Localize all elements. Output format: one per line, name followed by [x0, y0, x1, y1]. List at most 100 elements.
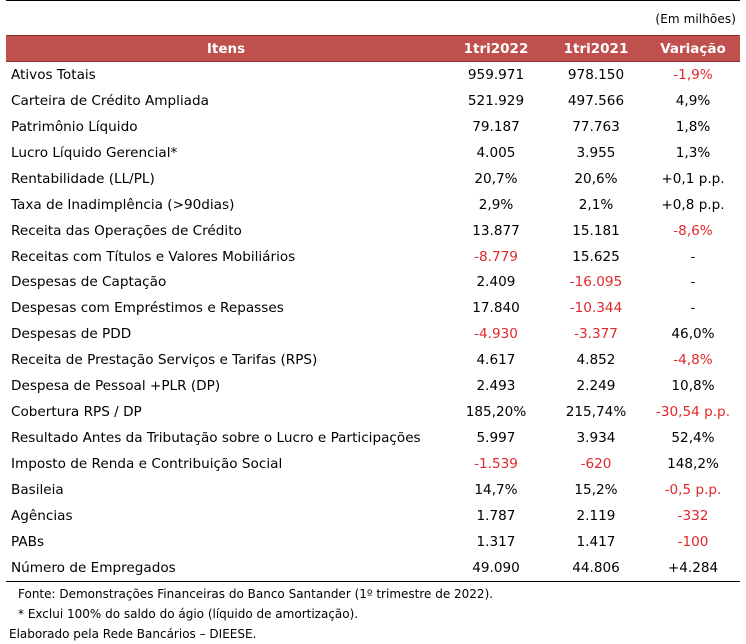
value-1tri2022-cell: 1.787: [476, 507, 516, 524]
item-cell: Ativos Totais: [11, 66, 96, 83]
table-row: Imposto de Renda e Contribuição Social -1…: [6, 451, 740, 477]
value-1tri2022-cell: -8.779: [474, 248, 518, 265]
value-1tri2022-cell: 4.005: [476, 144, 516, 161]
value-1tri2021-cell: 44.806: [546, 554, 646, 582]
item-cell: Taxa de Inadimplência (>90dias): [11, 196, 235, 213]
variation-cell: +0,8 p.p.: [661, 196, 725, 213]
table-row: Lucro Líquido Gerencial* 4.005 3.955 1,3%: [6, 140, 740, 166]
value-1tri2022-cell: 79.187: [472, 118, 520, 135]
table-row: Receitas com Títulos e Valores Mobiliári…: [6, 244, 740, 270]
value-1tri2021-cell: 1.417: [576, 533, 616, 550]
item-cell: Lucro Líquido Gerencial*: [11, 144, 178, 161]
item-cell: Despesa de Pessoal +PLR (DP): [11, 378, 221, 395]
variation-cell: 1,3%: [675, 144, 711, 161]
value-1tri2021-cell: 215,74%: [565, 404, 627, 421]
item-cell: PABs: [11, 533, 45, 550]
value-1tri2021-cell: -620: [580, 456, 612, 473]
value-1tri2022-cell: 185,20%: [465, 404, 527, 421]
item-cell: Imposto de Renda e Contribuição Social: [11, 456, 283, 473]
value-1tri2022-cell: -4.930: [474, 326, 518, 343]
value-1tri2021-cell: 978.150: [567, 66, 625, 83]
table-row: Despesa de Pessoal +PLR (DP) 2.493 2.249 10…: [6, 373, 740, 399]
item-cell: Número de Empregados: [6, 554, 446, 582]
variation-cell: 52,4%: [671, 430, 715, 447]
table-row: Agências 1.787 2.119 -332: [6, 503, 740, 529]
value-1tri2022-cell: 2.409: [476, 274, 516, 291]
value-1tri2022-cell: 13.877: [472, 222, 520, 239]
item-cell: Rentabilidade (LL/PL): [11, 170, 155, 187]
variation-cell: -0,5 p.p.: [664, 481, 722, 498]
table-row: Taxa de Inadimplência (>90dias) 2,9% 2,1% +…: [6, 192, 740, 218]
value-1tri2021-cell: 3.955: [576, 144, 616, 161]
value-1tri2021-cell: 2,1%: [578, 196, 614, 213]
table-row: Despesas com Empréstimos e Repasses 17.84…: [6, 295, 740, 321]
value-1tri2022-cell: 20,7%: [474, 170, 518, 187]
item-cell: Despesas de Captação: [11, 274, 167, 291]
table-row: Número de Empregados 49.090 44.806 +4.284: [6, 554, 740, 582]
variation-cell: -: [690, 248, 696, 265]
table-body: Ativos Totais 959.971 978.150 -1,9% Carteira…: [6, 62, 740, 582]
item-cell: Receitas com Títulos e Valores Mobiliári…: [11, 248, 296, 265]
item-cell: Basileia: [11, 481, 64, 498]
variation-cell: -100: [677, 533, 709, 550]
value-1tri2022-cell: 2,9%: [478, 196, 514, 213]
variation-cell: -332: [677, 507, 709, 524]
value-1tri2022-cell: 1.317: [476, 533, 516, 550]
table-row: Despesas de PDD -4.930 -3.377 46,0%: [6, 321, 740, 347]
variation-cell: -: [690, 300, 696, 317]
variation-cell: -: [690, 274, 696, 291]
value-1tri2022-cell: 17.840: [472, 300, 520, 317]
variation-cell: 46,0%: [671, 326, 715, 343]
value-1tri2021-cell: 15.625: [572, 248, 620, 265]
table-header-row: Itens 1tri2022 1tri2021 Variação: [6, 35, 740, 62]
top-rule: [6, 0, 740, 1]
table-row: Carteira de Crédito Ampliada 521.929 497.5…: [6, 88, 740, 114]
item-cell: Resultado Antes da Tributação sobre o Lu…: [11, 430, 421, 447]
variation-cell: -1,9%: [673, 66, 713, 83]
value-1tri2022-cell: 14,7%: [474, 481, 518, 498]
variation-cell: 1,8%: [675, 118, 711, 135]
table-row: Rentabilidade (LL/PL) 20,7% 20,6% +0,1 p.p.: [6, 166, 740, 192]
value-1tri2021-cell: 15,2%: [574, 481, 618, 498]
header-itens: Itens: [6, 35, 446, 62]
table-row: Receita de Prestação Serviços e Tarifas …: [6, 347, 740, 373]
credit-note: Elaborado pela Rede Bancários – DIEESE.: [9, 627, 257, 641]
table-footer: Fonte: Demonstrações Financeiras do Banc…: [6, 584, 740, 644]
item-cell: Patrimônio Líquido: [11, 118, 138, 135]
value-1tri2021-cell: 20,6%: [574, 170, 618, 187]
value-1tri2022-cell: 4.617: [476, 352, 516, 369]
value-1tri2022-cell: 521.929: [467, 92, 525, 109]
table-row: Receita das Operações de Crédito 13.877 15…: [6, 218, 740, 244]
variation-cell: -30,54 p.p.: [655, 404, 731, 421]
value-1tri2021-cell: 4.852: [576, 352, 616, 369]
value-1tri2021-cell: 77.763: [572, 118, 620, 135]
variation-cell: 4,9%: [675, 92, 711, 109]
table-row: Basileia 14,7% 15,2% -0,5 p.p.: [6, 477, 740, 503]
value-1tri2021-cell: 2.249: [576, 378, 616, 395]
variation-cell: 10,8%: [671, 378, 715, 395]
value-1tri2022-cell: 2.493: [476, 378, 516, 395]
variation-cell: 148,2%: [667, 456, 719, 473]
variation-cell: +4.284: [646, 554, 740, 582]
variation-cell: -4,8%: [673, 352, 713, 369]
item-cell: Receita das Operações de Crédito: [11, 222, 242, 239]
unit-note: (Em milhões): [655, 12, 736, 26]
value-1tri2021-cell: 2.119: [576, 507, 616, 524]
variation-cell: +0,1 p.p.: [661, 170, 725, 187]
variation-cell: -8,6%: [673, 222, 713, 239]
value-1tri2021-cell: -16.095: [569, 274, 623, 291]
item-cell: Carteira de Crédito Ampliada: [11, 92, 209, 109]
value-1tri2022-cell: -1.539: [474, 456, 518, 473]
table-row: Patrimônio Líquido 79.187 77.763 1,8%: [6, 114, 740, 140]
value-1tri2022-cell: 5.997: [476, 430, 516, 447]
item-cell: Receita de Prestação Serviços e Tarifas …: [11, 352, 318, 369]
financial-table: Itens 1tri2022 1tri2021 Variação Ativos …: [6, 35, 740, 582]
value-1tri2021-cell: 3.934: [576, 430, 616, 447]
source-note: Fonte: Demonstrações Financeiras do Banc…: [18, 587, 494, 601]
item-cell: Cobertura RPS / DP: [11, 404, 142, 421]
item-cell: Despesas com Empréstimos e Repasses: [11, 300, 284, 317]
header-variacao: Variação: [646, 35, 740, 62]
value-1tri2021-cell: 15.181: [572, 222, 620, 239]
table-row: Despesas de Captação 2.409 -16.095 -: [6, 270, 740, 296]
value-1tri2021-cell: -3.377: [574, 326, 618, 343]
